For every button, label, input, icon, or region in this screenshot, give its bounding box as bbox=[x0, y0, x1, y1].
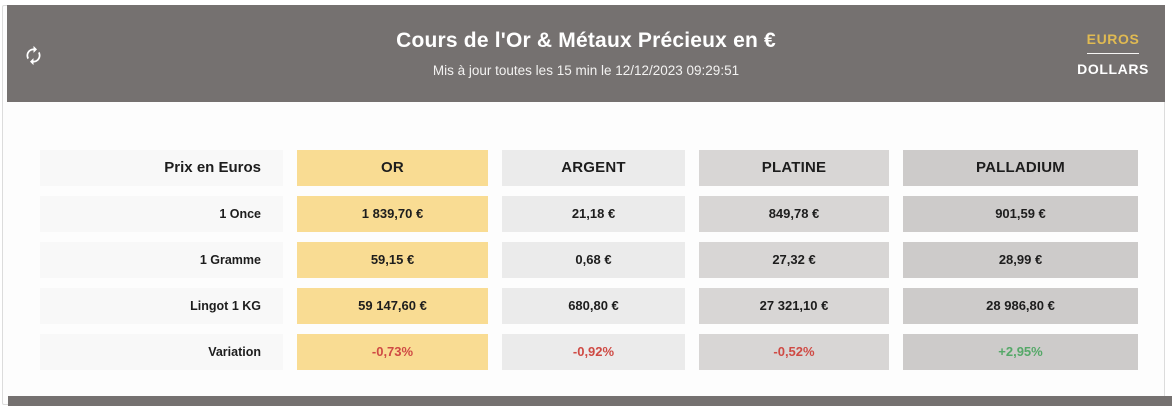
price-cell: 59,15 € bbox=[297, 242, 488, 278]
table-corner-header: Prix en Euros bbox=[40, 150, 283, 186]
price-cell: 59 147,60 € bbox=[297, 288, 488, 324]
column-header-argent: ARGENT bbox=[502, 150, 685, 186]
price-cell: 21,18 € bbox=[502, 196, 685, 232]
refresh-icon bbox=[23, 45, 44, 69]
currency-toggle: EUROS DOLLARS bbox=[1077, 31, 1149, 77]
row-label: 1 Once bbox=[40, 196, 283, 232]
price-cell: 1 839,70 € bbox=[297, 196, 488, 232]
currency-option-euros[interactable]: EUROS bbox=[1086, 31, 1140, 54]
widget-header: Cours de l'Or & Métaux Précieux en € Mis… bbox=[7, 5, 1165, 102]
variation-cell: -0,52% bbox=[699, 334, 889, 370]
currency-option-dollars[interactable]: DOLLARS bbox=[1077, 60, 1149, 77]
price-cell: 27 321,10 € bbox=[699, 288, 889, 324]
column-header-palladium: PALLADIUM bbox=[903, 150, 1138, 186]
variation-cell: +2,95% bbox=[903, 334, 1138, 370]
price-cell: 28,99 € bbox=[903, 242, 1138, 278]
refresh-button[interactable] bbox=[21, 43, 46, 68]
price-cell: 849,78 € bbox=[699, 196, 889, 232]
price-cell: 680,80 € bbox=[502, 288, 685, 324]
row-label: Lingot 1 KG bbox=[40, 288, 283, 324]
row-label: 1 Gramme bbox=[40, 242, 283, 278]
footer-bar bbox=[8, 396, 1172, 406]
row-label: Variation bbox=[40, 334, 283, 370]
column-header-or: OR bbox=[297, 150, 488, 186]
variation-cell: -0,73% bbox=[297, 334, 488, 370]
variation-cell: -0,92% bbox=[502, 334, 685, 370]
last-updated-text: Mis à jour toutes les 15 min le 12/12/20… bbox=[432, 63, 740, 78]
price-table: Prix en Euros OR ARGENT PLATINE PALLADIU… bbox=[40, 150, 1138, 370]
price-cell: 901,59 € bbox=[903, 196, 1138, 232]
price-cell: 0,68 € bbox=[502, 242, 685, 278]
column-header-platine: PLATINE bbox=[699, 150, 889, 186]
price-cell: 27,32 € bbox=[699, 242, 889, 278]
page-title: Cours de l'Or & Métaux Précieux en € bbox=[396, 29, 776, 52]
price-cell: 28 986,80 € bbox=[903, 288, 1138, 324]
